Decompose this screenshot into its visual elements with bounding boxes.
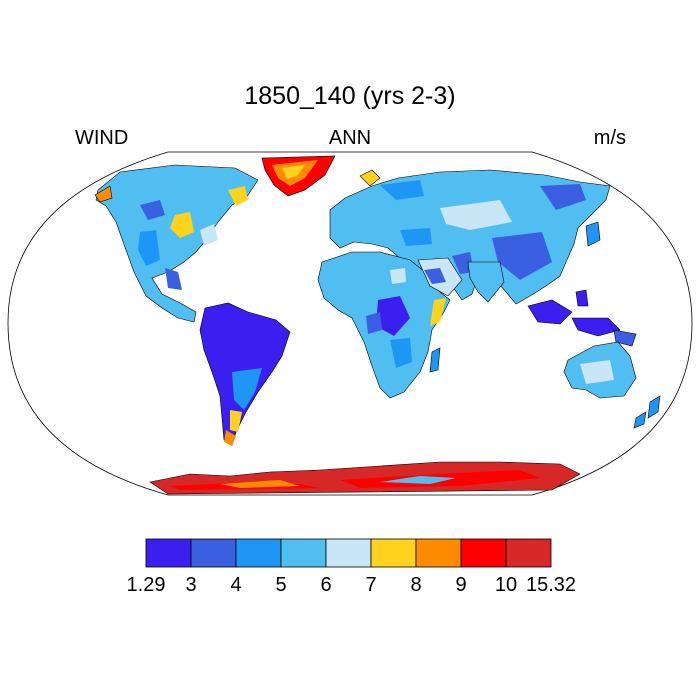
units-label: m/s <box>593 127 626 149</box>
season-label: ANN <box>328 127 372 149</box>
colorbar-tick-label: 5 <box>275 574 287 596</box>
colorbar-tick-label: 6 <box>320 574 332 596</box>
colorbar-tick-label: 9 <box>455 574 467 596</box>
eurasia <box>329 169 611 305</box>
colorbar-box <box>505 538 552 568</box>
colorbar-box <box>370 538 417 568</box>
colorbar-tick-label: 15.32 <box>525 574 577 596</box>
colorbar-box <box>235 538 282 568</box>
land-fill <box>94 155 661 495</box>
colorbar-box <box>460 538 507 568</box>
colorbar-tick-label: 7 <box>365 574 377 596</box>
colorbar-box <box>325 538 372 568</box>
colorbar-tick-label: 3 <box>185 574 197 596</box>
colorbar-box <box>415 538 462 568</box>
colorbar-tick-label: 10 <box>494 574 518 596</box>
colorbar <box>145 538 552 568</box>
colorbar-tick-label: 1.29 <box>126 574 166 596</box>
plot-title: 1850_140 (yrs 2-3) <box>244 82 456 110</box>
colorbar-tick-label: 4 <box>230 574 242 596</box>
colorbar-box <box>145 538 192 568</box>
colorbar-tick-label: 8 <box>410 574 422 596</box>
colorbar-box <box>190 538 237 568</box>
variable-label: WIND <box>75 127 129 149</box>
north-america <box>95 164 259 323</box>
indonesia <box>527 299 573 325</box>
colorbar-box <box>280 538 327 568</box>
